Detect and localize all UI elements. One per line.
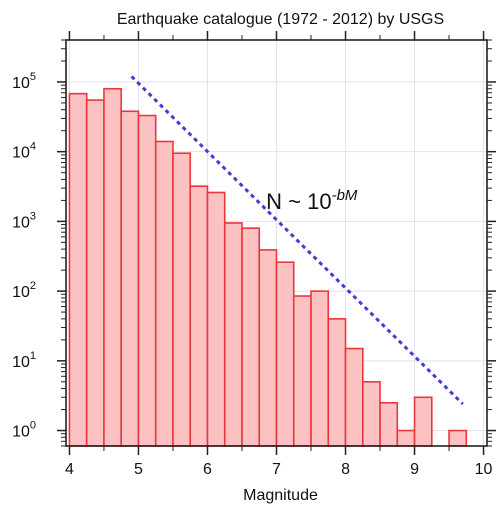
histogram-bar — [292, 295, 312, 447]
x-axis-ticks: 4 5 6 7 8 9 10 — [65, 31, 493, 478]
trend-line-layer — [130, 75, 464, 406]
x-tick-label: 7 — [272, 461, 281, 478]
histogram-bar — [172, 152, 192, 447]
histogram-bar — [413, 396, 433, 447]
histogram-bar — [241, 227, 261, 447]
y-tick-base: 10 — [12, 145, 30, 162]
y-tick-base: 10 — [12, 214, 30, 231]
histogram-bar — [103, 87, 123, 447]
histogram-bar — [154, 140, 174, 447]
histogram-bar — [327, 318, 347, 447]
y-tick-exponent: 1 — [30, 350, 36, 362]
trend-line — [130, 75, 464, 406]
trend-annotation-base: N ~ 10 — [266, 189, 331, 214]
y-tick-base: 10 — [12, 75, 30, 92]
histogram-bar — [379, 401, 399, 447]
y-tick-label: 104 — [12, 141, 36, 162]
y-tick-base: 10 — [12, 284, 30, 301]
y-tick-label: 102 — [12, 280, 36, 301]
histogram-bar — [396, 429, 416, 447]
histogram-bar — [344, 347, 364, 447]
x-tick-label: 6 — [203, 461, 212, 478]
x-tick-label: 5 — [134, 461, 143, 478]
y-tick-label: 105 — [12, 71, 36, 92]
y-tick-base: 10 — [12, 424, 30, 441]
x-axis-label: Magnitude — [243, 487, 318, 504]
histogram-bar — [310, 290, 330, 447]
histogram-bar — [137, 114, 157, 447]
y-tick-exponent: 0 — [30, 420, 36, 432]
histogram-bar — [223, 222, 243, 447]
x-tick-label: 8 — [341, 461, 350, 478]
y-tick-exponent: 4 — [30, 141, 36, 153]
histogram-bar — [206, 191, 226, 447]
histogram-bar — [85, 99, 105, 447]
y-tick-exponent: 3 — [30, 210, 36, 222]
histogram-bar — [258, 249, 278, 447]
histogram-bar — [361, 381, 381, 447]
trend-annotation: N ~ 10-bM — [266, 187, 358, 214]
histogram-bar — [120, 110, 140, 447]
y-tick-label: 103 — [12, 210, 36, 231]
histogram-bar — [275, 261, 295, 447]
trend-annotation-exponent: -bM — [332, 187, 358, 204]
y-tick-base: 10 — [12, 354, 30, 371]
x-tick-label: 9 — [410, 461, 419, 478]
y-tick-label: 100 — [12, 420, 36, 441]
chart-title: Earthquake catalogue (1972 - 2012) by US… — [117, 11, 444, 28]
y-tick-label: 101 — [12, 350, 36, 371]
histogram-bar — [448, 429, 468, 447]
histogram-bar — [189, 185, 209, 447]
histogram-bars — [68, 87, 468, 447]
x-tick-label: 4 — [65, 461, 74, 478]
histogram-bar — [68, 92, 88, 447]
y-tick-exponent: 5 — [30, 71, 36, 83]
x-tick-label: 10 — [475, 461, 493, 478]
y-tick-exponent: 2 — [30, 280, 36, 292]
